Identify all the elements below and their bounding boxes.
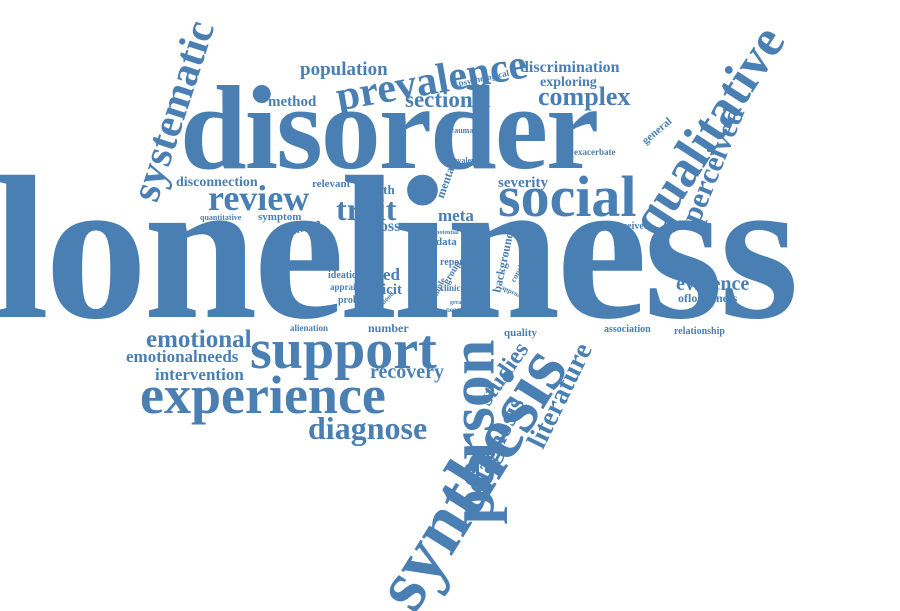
word-health: health [360, 182, 395, 197]
word-relevant: relevant [312, 178, 351, 190]
word-complex: complex [538, 82, 631, 111]
word-loneliness: loneliness [0, 135, 799, 362]
word-method: method [268, 94, 317, 110]
word-received: received [614, 221, 650, 232]
word-exacerbate: exacerbate [574, 147, 616, 157]
word-clinical: clinical [440, 283, 468, 293]
word-support: support [250, 319, 437, 381]
word-ideation: ideation [328, 270, 363, 281]
word-quality: quality [504, 327, 538, 339]
word-greater: greater [450, 300, 469, 306]
word-disconnection: disconnection [176, 175, 258, 190]
word-trait: trait [336, 191, 397, 227]
word-experience: experience [140, 365, 386, 425]
word-quantitative: quantitative [200, 213, 242, 222]
word-social: social [498, 164, 637, 229]
word-relationship: relationship [674, 326, 725, 337]
word-severity: severity [498, 175, 548, 191]
word-problem: problem [338, 295, 374, 306]
word-traumatic: traumatic [448, 126, 482, 135]
word-emotionalneeds: emotionalneeds [126, 347, 239, 366]
word-discrimination: discrimination [520, 59, 620, 76]
word-deficit: deficit [362, 282, 402, 298]
word-potential: potential [436, 230, 459, 236]
word-recovery: recovery [370, 361, 445, 383]
word-appraisal: appraisal [330, 282, 367, 292]
word-sectional: sectional [405, 87, 491, 112]
word-exploring: exploring [540, 75, 597, 90]
word-data: data [436, 236, 457, 248]
word-cross: cross [366, 218, 401, 235]
word-prevalent: prevalent [446, 156, 479, 165]
word-ofloneliness: ofloneliness [678, 291, 738, 305]
word-negative: negative [446, 306, 471, 314]
word-intervention: intervention [155, 365, 244, 384]
word-disorder: disorder [180, 61, 599, 194]
word-alienation: alienation [290, 323, 329, 333]
word-meta: meta [438, 206, 474, 225]
word-symptom: symptom [258, 211, 302, 223]
word-diagnose: diagnose [308, 410, 428, 446]
word-emotional: emotional [146, 326, 252, 353]
word-need: need [366, 265, 400, 284]
word-report: report [440, 257, 468, 268]
word-review: review [208, 178, 310, 218]
word-evidence: evidence [676, 273, 750, 295]
word-population: population [300, 59, 388, 80]
word-number: number [368, 321, 409, 335]
word-association: association [604, 324, 651, 335]
